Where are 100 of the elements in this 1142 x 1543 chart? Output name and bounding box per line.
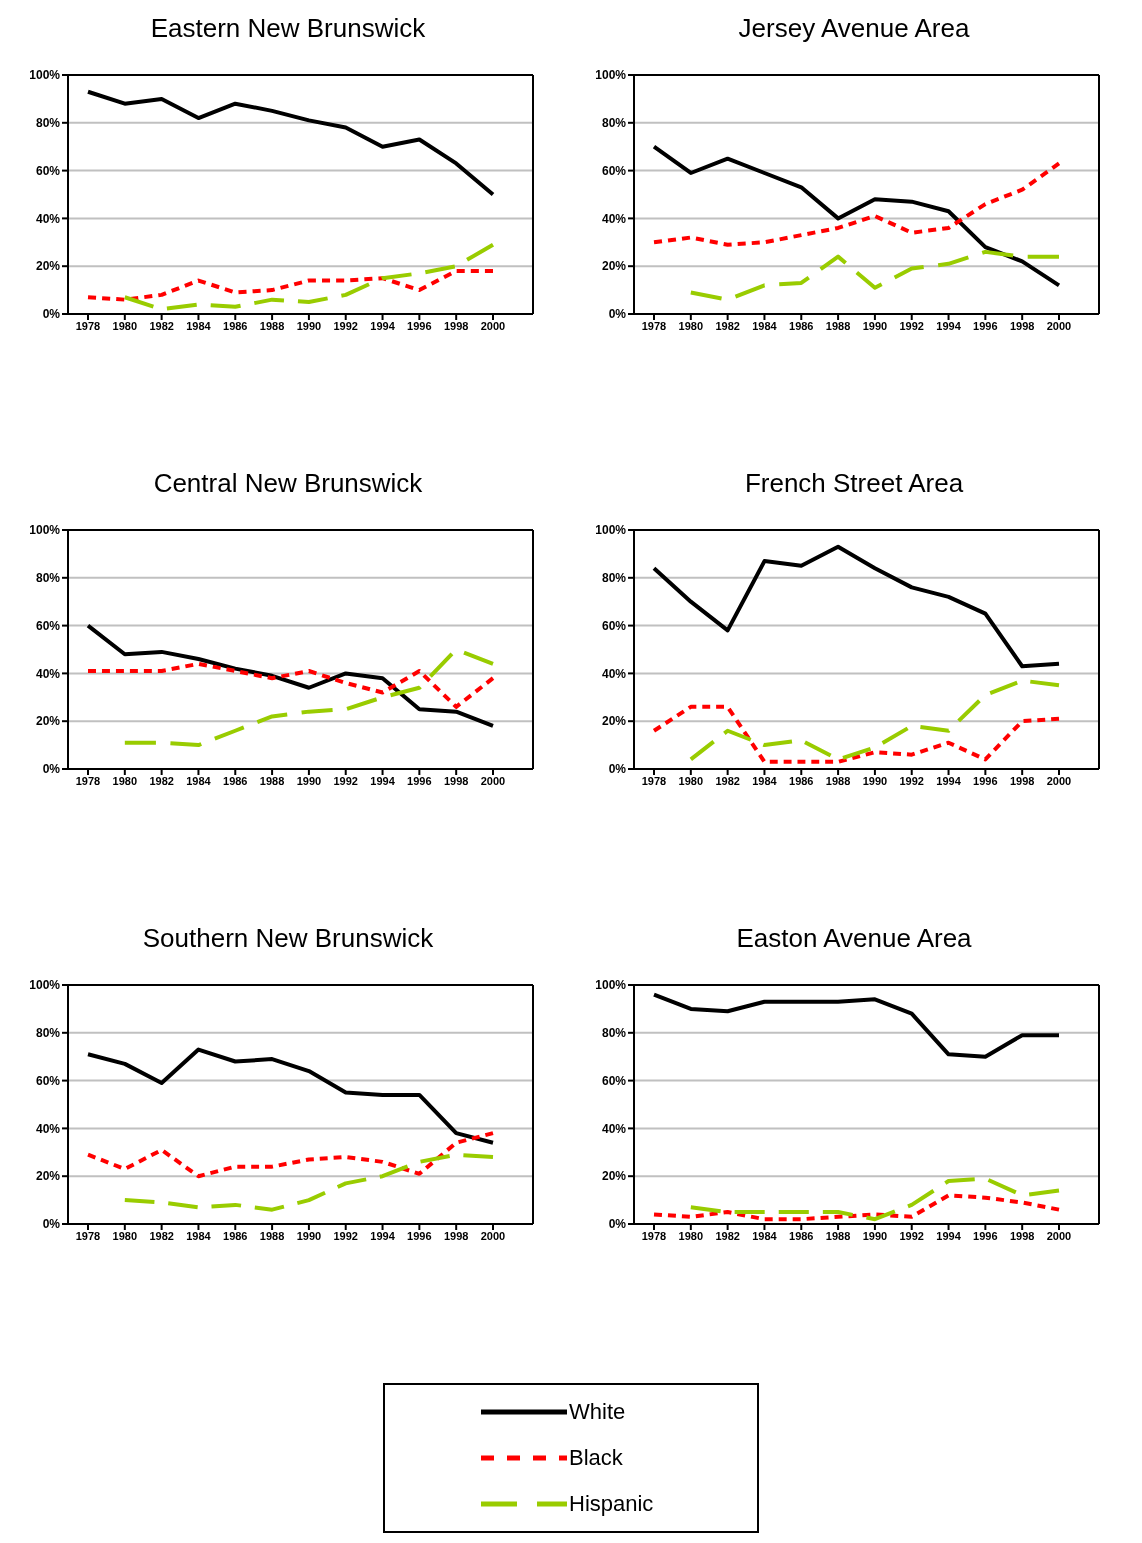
y-tick-label: 0% (608, 307, 627, 322)
x-tick-label: 2000 (480, 319, 506, 332)
y-tick-label: 80% (601, 571, 627, 586)
line-series (86, 661, 495, 709)
line-series (122, 242, 495, 312)
x-tick-label: 1992 (899, 774, 924, 787)
x-tick-label: 1982 (715, 774, 740, 787)
x-tick-label: 1996 (973, 319, 998, 332)
x-tick-label: 1978 (641, 774, 667, 787)
x-tick-label: 1992 (899, 319, 924, 332)
y-tick-label: 40% (35, 211, 61, 226)
x-tick-label: 1996 (407, 319, 432, 332)
y-tick-label: 0% (42, 1217, 61, 1232)
y-tick-label: 60% (35, 1073, 61, 1088)
x-tick-label: 1994 (370, 1229, 396, 1242)
y-tick-label: 20% (35, 714, 61, 729)
x-tick-label: 1998 (443, 319, 469, 332)
x-tick-label: 1982 (149, 1229, 174, 1242)
line-series (86, 89, 495, 197)
chart-title: Eastern New Brunswick (149, 12, 427, 45)
y-tick-label: 60% (601, 618, 627, 633)
x-tick-label: 1986 (223, 1229, 248, 1242)
y-tick-label: 20% (35, 259, 61, 274)
y-tick-label: 40% (35, 666, 61, 681)
x-tick-label: 1990 (862, 1229, 888, 1242)
y-tick-label: 80% (35, 1026, 61, 1041)
x-tick-label: 2000 (1046, 319, 1072, 332)
line-series (652, 144, 1061, 288)
x-tick-label: 1992 (333, 319, 358, 332)
y-tick-label: 60% (35, 618, 61, 633)
x-tick-label: 1988 (259, 319, 285, 332)
x-tick-label: 1988 (825, 319, 851, 332)
x-tick-label: 1990 (296, 319, 322, 332)
x-tick-label: 1986 (789, 774, 814, 787)
line-series (86, 1131, 495, 1179)
x-tick-label: 1982 (149, 774, 174, 787)
x-tick-label: 2000 (480, 1229, 506, 1242)
x-tick-label: 1990 (296, 774, 322, 787)
x-tick-label: 2000 (480, 774, 506, 787)
x-tick-label: 1982 (149, 319, 174, 332)
x-tick-label: 1992 (333, 1229, 358, 1242)
x-tick-label: 1996 (407, 774, 432, 787)
line-series (688, 678, 1061, 762)
x-tick-label: 1978 (75, 319, 101, 332)
x-tick-label: 1992 (899, 1229, 924, 1242)
x-tick-label: 1998 (1009, 774, 1035, 787)
legend-label: Hispanic (569, 1491, 654, 1517)
y-tick-label: 100% (29, 68, 61, 83)
x-tick-label: 1982 (715, 1229, 740, 1242)
x-tick-label: 1978 (641, 319, 667, 332)
x-tick-label: 1998 (1009, 1229, 1035, 1242)
x-tick-label: 1980 (678, 774, 704, 787)
y-tick-label: 40% (601, 666, 627, 681)
chart-title: Jersey Avenue Area (737, 12, 971, 45)
x-tick-label: 1988 (825, 774, 851, 787)
line-series (86, 1047, 495, 1145)
line-series (122, 1152, 495, 1212)
x-tick-label: 1988 (825, 1229, 851, 1242)
x-tick-label: 1994 (936, 319, 962, 332)
x-tick-label: 1980 (678, 319, 704, 332)
x-tick-label: 1984 (752, 1229, 778, 1242)
chart-title: Central New Brunswick (152, 467, 424, 500)
y-tick-label: 80% (601, 116, 627, 131)
x-tick-label: 1978 (75, 1229, 101, 1242)
x-tick-label: 1990 (296, 1229, 322, 1242)
x-tick-label: 1984 (186, 774, 212, 787)
line-series (688, 249, 1061, 302)
x-tick-label: 1988 (259, 774, 285, 787)
x-tick-label: 1984 (752, 319, 778, 332)
x-tick-label: 1990 (862, 319, 888, 332)
y-tick-label: 60% (601, 1073, 627, 1088)
x-tick-label: 1978 (75, 774, 101, 787)
y-tick-label: 100% (595, 523, 627, 538)
y-tick-label: 20% (601, 714, 627, 729)
y-tick-label: 0% (608, 1217, 627, 1232)
line-series (652, 704, 1061, 764)
y-tick-label: 100% (595, 978, 627, 993)
y-tick-label: 0% (42, 762, 61, 777)
line-series (652, 544, 1061, 669)
x-tick-label: 1984 (752, 774, 778, 787)
x-tick-label: 1996 (973, 1229, 998, 1242)
x-tick-label: 2000 (1046, 774, 1072, 787)
x-tick-label: 1978 (641, 1229, 667, 1242)
chart-title: French Street Area (743, 467, 965, 500)
x-tick-label: 1994 (936, 774, 962, 787)
x-tick-label: 1998 (443, 1229, 469, 1242)
y-tick-label: 80% (35, 116, 61, 131)
line-series (86, 623, 495, 728)
x-tick-label: 1986 (789, 319, 814, 332)
x-tick-label: 1998 (1009, 319, 1035, 332)
x-tick-label: 1996 (973, 774, 998, 787)
x-tick-label: 1980 (112, 319, 138, 332)
x-tick-label: 1988 (259, 1229, 285, 1242)
x-tick-label: 1982 (715, 319, 740, 332)
y-tick-label: 0% (608, 762, 627, 777)
y-tick-label: 80% (35, 571, 61, 586)
line-series (652, 161, 1061, 247)
x-tick-label: 1990 (862, 774, 888, 787)
x-tick-label: 1980 (678, 1229, 704, 1242)
y-tick-label: 60% (35, 163, 61, 178)
